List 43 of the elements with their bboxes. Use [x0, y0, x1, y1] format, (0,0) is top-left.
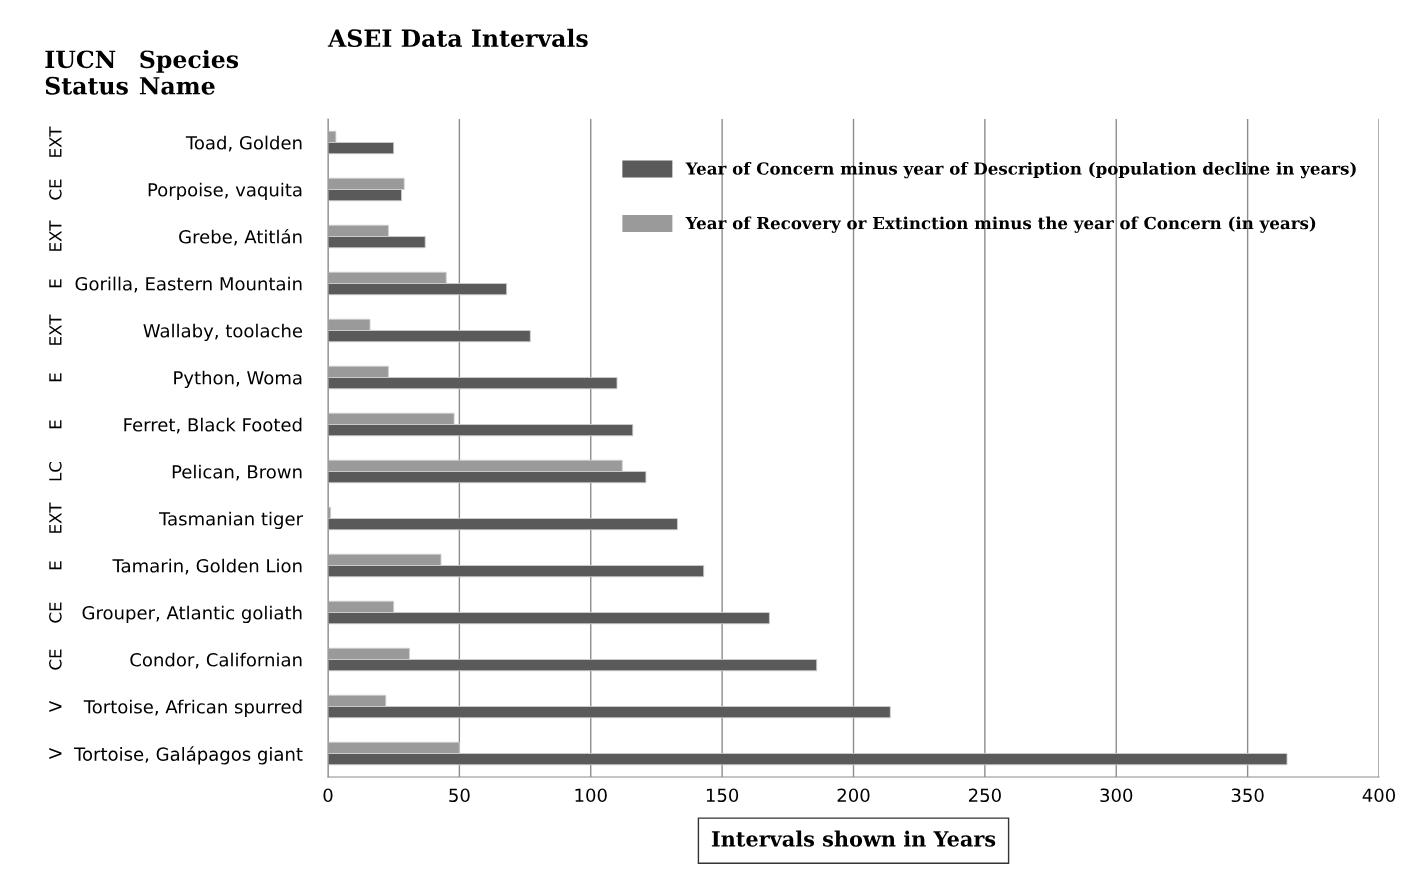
x-tick-label: 300	[1100, 788, 1133, 803]
text: Species Name	[139, 49, 239, 95]
y-tick-label: Tasmanian tiger	[158, 511, 303, 530]
y-tick-label: Python, Woma	[174, 370, 302, 389]
text: E	[49, 561, 62, 570]
legend-label: Year of Concern minus year of Description (population decline in years)	[685, 161, 1356, 179]
y-tick-label: Tamarin, Golden Lion	[112, 558, 302, 575]
y-tick-label: Tortoise, Galápagos giant	[74, 746, 303, 765]
text: EXT	[49, 220, 62, 251]
text: V	[49, 747, 62, 760]
text: E	[49, 373, 62, 382]
x-tick-label: 400	[1362, 788, 1396, 803]
x-tick-label: 150	[706, 788, 739, 803]
y-tick-label: Grebe, Atitlán	[179, 228, 302, 246]
y-tick-label: Pelican, Brown	[172, 464, 302, 481]
text: EXT	[49, 126, 62, 157]
text: CE	[49, 649, 62, 670]
x-tick-label: 200	[837, 788, 870, 803]
x-tick-label: 350	[1231, 788, 1264, 803]
text: LC	[49, 461, 62, 481]
x-tick-label: 250	[968, 788, 1001, 803]
y-tick-label: Toad, Golden	[185, 135, 302, 152]
text: EXT	[49, 502, 62, 533]
y-tick-label: Grouper, Atlantic goliath	[82, 605, 302, 624]
text: IUCN Status	[45, 50, 128, 95]
y-tick-label: Porpoise, vaquita	[148, 182, 302, 201]
y-tick-label: Wallaby, toolache	[143, 323, 303, 342]
x-axis-title: Intervals shown in Years	[711, 830, 996, 847]
text: CE	[49, 602, 62, 623]
text: CE	[49, 179, 62, 200]
chart-title: ASEI Data Intervals	[327, 28, 588, 48]
text: E	[49, 279, 62, 288]
x-tick-label: 0	[323, 788, 333, 803]
y-tick-label: Condor, Californian	[130, 652, 302, 669]
text: EXT	[49, 314, 62, 345]
y-tick-label: Gorilla, Eastern Mountain	[75, 276, 302, 293]
legend-label: Year of Recovery or Extinction minus the year of Concern (in years)	[685, 216, 1316, 233]
text: E	[49, 420, 62, 429]
text: V	[49, 700, 62, 713]
y-tick-label: Tortoise, African spurred	[83, 699, 302, 718]
y-tick-label: Ferret, Black Footed	[124, 417, 302, 434]
x-tick-label: 50	[449, 788, 470, 803]
x-tick-label: 100	[575, 788, 607, 803]
